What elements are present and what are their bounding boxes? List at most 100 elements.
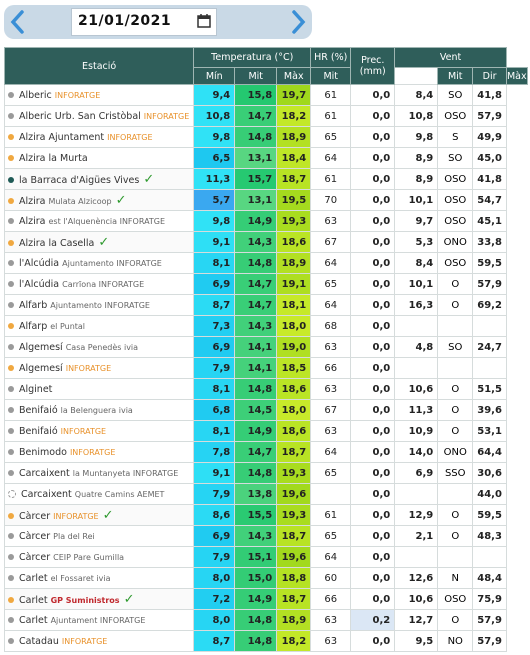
station-cell: Benifaió la Belenguera ivia bbox=[3, 399, 195, 421]
calendar-icon[interactable] bbox=[196, 13, 212, 29]
station-name: Alzira la Murta bbox=[19, 152, 88, 164]
value-cell: 0,0 bbox=[350, 378, 396, 400]
station-row[interactable]: Alfarb Ajuntamento INFORATGE 8,7 14,7 18,1 64… bbox=[3, 294, 528, 316]
value-cell: 59,5 bbox=[472, 504, 507, 526]
value-cell: 41,8 bbox=[472, 84, 507, 106]
station-row[interactable]: Benimodo INFORATGE 7,8 14,7 18,7 64 0,0 14,0 ONO… bbox=[3, 441, 528, 463]
value-cell: O bbox=[437, 273, 474, 295]
station-row[interactable]: Carlet el Fossaret ivia 8,0 15,0 18,8 60 0,0 12… bbox=[3, 567, 528, 589]
station-row[interactable]: Alzira la Murta 6,5 13,1 18,4 64 0,0 8,9 SO 45,0 bbox=[3, 147, 528, 169]
value-cell: 15,7 bbox=[234, 168, 278, 190]
station-name: Carlet bbox=[19, 614, 48, 626]
value-cell: 0,0 bbox=[350, 420, 396, 442]
date-input[interactable]: 21/01/2021 bbox=[71, 8, 217, 36]
station-row[interactable]: Alginet 8,1 14,8 18,6 63 0,0 10,6 O 51,5 bbox=[3, 378, 528, 400]
value-cell: 10,1 bbox=[394, 273, 439, 295]
status-dot bbox=[8, 638, 14, 644]
value-cell: 18,7 bbox=[276, 441, 312, 463]
station-row[interactable]: Càrcer INFORATGE ✓ 8,6 15,5 19,3 61 0,0 12,9 O 59,… bbox=[3, 504, 528, 526]
value-cell: O bbox=[437, 609, 474, 631]
station-row[interactable]: Benifaió INFORATGE 8,1 14,9 18,6 63 0,0 10,9 O 53… bbox=[3, 420, 528, 442]
value-cell: 64 bbox=[310, 546, 352, 568]
station-row[interactable]: la Barraca d'Aigües Vives ✓ 11,3 15,7 18,7 61… bbox=[3, 168, 528, 190]
value-cell: 65 bbox=[310, 462, 352, 484]
value-cell: NO bbox=[437, 630, 474, 652]
value-cell: 0,0 bbox=[350, 294, 396, 316]
station-row[interactable]: Càrcer CEIP Pare Gumilla 7,9 15,1 19,6 64 0,0 bbox=[3, 546, 528, 568]
value-cell: 9,7 bbox=[394, 210, 439, 232]
station-row[interactable]: Benifaió la Belenguera ivia 6,8 14,5 18,0 67 0… bbox=[3, 399, 528, 421]
station-row[interactable]: Catadau INFORATGE 8,7 14,8 18,2 63 0,0 9,5 NO 57,… bbox=[3, 630, 528, 652]
value-cell: 9,1 bbox=[193, 231, 236, 253]
station-row[interactable]: Carcaixent la Muntanyeta INFORATGE 9,1 14,8… bbox=[3, 462, 528, 484]
value-cell bbox=[437, 315, 474, 337]
value-cell: 59,5 bbox=[472, 252, 507, 274]
station-name: Alzira bbox=[19, 195, 46, 207]
station-cell: Benimodo INFORATGE bbox=[3, 441, 195, 463]
value-cell: 63 bbox=[310, 420, 352, 442]
value-cell: 41,8 bbox=[472, 168, 507, 190]
value-cell: 0,0 bbox=[350, 357, 396, 379]
station-cell: Càrcer Pla del Rei bbox=[3, 525, 195, 547]
station-tag: INFORATGE bbox=[53, 511, 99, 521]
value-cell: 65 bbox=[310, 525, 352, 547]
value-cell bbox=[394, 483, 439, 505]
value-cell: O bbox=[437, 378, 474, 400]
value-cell: 18,4 bbox=[276, 147, 312, 169]
station-name: Alfarp bbox=[19, 320, 48, 332]
value-cell: 69,2 bbox=[472, 294, 507, 316]
station-row[interactable]: Algemesí INFORATGE 7,9 14,1 18,5 66 0,0 bbox=[3, 357, 528, 379]
value-cell: 48,3 bbox=[472, 525, 507, 547]
value-cell: 0,0 bbox=[350, 252, 396, 274]
value-cell: 44,0 bbox=[472, 483, 507, 505]
station-name: Carcaixent bbox=[19, 467, 70, 479]
station-row[interactable]: Càrcer Pla del Rei 6,9 14,3 18,7 65 0,0 2,1 O 48,… bbox=[3, 525, 528, 547]
station-row[interactable]: Alzira la Casella ✓ 9,1 14,3 18,6 67 0,0 5,3 ONO… bbox=[3, 231, 528, 253]
station-row[interactable]: Carcaixent Quatre Camins AEMET 7,9 13,8 19,6… bbox=[3, 483, 528, 505]
next-day[interactable] bbox=[290, 9, 308, 35]
station-row[interactable]: Carlet Ajuntament INFORATGE 8,0 14,8 18,9 63 0… bbox=[3, 609, 528, 631]
station-cell: Alberic INFORATGE bbox=[3, 84, 195, 106]
station-tag: Ajuntament INFORATGE bbox=[50, 615, 146, 625]
station-name: la Barraca d'Aigües Vives bbox=[19, 174, 140, 186]
value-cell: 0,0 bbox=[350, 546, 396, 568]
value-cell: 14,3 bbox=[234, 315, 278, 337]
value-cell: 18,1 bbox=[276, 294, 312, 316]
station-row[interactable]: Alberic INFORATGE 9,4 15,8 19,7 61 0,0 8,4 SO 41,… bbox=[3, 84, 528, 106]
station-row[interactable]: Alzira est l'Alquenència INFORATGE 9,8 14,9… bbox=[3, 210, 528, 232]
value-cell: 18,6 bbox=[276, 420, 312, 442]
station-row[interactable]: Carlet GP Suministros ✓ 7,2 14,9 18,7 66 0,0 10,… bbox=[3, 588, 528, 610]
station-tag: Mulata Alzicoop bbox=[48, 196, 112, 206]
value-cell: 8,7 bbox=[193, 294, 236, 316]
station-row[interactable]: Algemesí Casa Penedès ivia 6,9 14,1 19,0 63 0,… bbox=[3, 336, 528, 358]
station-name: Alginet bbox=[19, 383, 53, 395]
station-row[interactable]: Alzira Ajuntament INFORATGE 9,8 14,8 18,9 65 0… bbox=[3, 126, 528, 148]
station-row[interactable]: Alzira Mulata Alzicoop ✓ 5,7 13,1 19,5 70 0,0 10… bbox=[3, 189, 528, 211]
value-cell: 57,9 bbox=[472, 273, 507, 295]
value-cell: 16,3 bbox=[394, 294, 439, 316]
header: Vent bbox=[394, 47, 507, 68]
value-cell: 13,1 bbox=[234, 189, 278, 211]
prev-day[interactable] bbox=[8, 9, 26, 35]
value-cell: 0,0 bbox=[350, 462, 396, 484]
station-cell: l'Alcúdia Carrīona INFORATGE bbox=[3, 273, 195, 295]
station-row[interactable]: l'Alcúdia Ajuntamento INFORATGE 8,1 14,8 18,… bbox=[3, 252, 528, 274]
value-cell: 5,3 bbox=[394, 231, 439, 253]
status-dot bbox=[8, 470, 14, 476]
value-cell: S bbox=[437, 126, 474, 148]
station-row[interactable]: Alberic Urb. San Cristòbal INFORATGE 10,8 1… bbox=[3, 105, 528, 127]
station-cell: Benifaió INFORATGE bbox=[3, 420, 195, 442]
value-cell: 18,8 bbox=[276, 567, 312, 589]
value-cell: 54,7 bbox=[472, 189, 507, 211]
value-cell: 8,6 bbox=[193, 504, 236, 526]
status-dot bbox=[8, 575, 14, 581]
value-cell: 14,8 bbox=[234, 462, 278, 484]
station-row[interactable]: l'Alcúdia Carrīona INFORATGE 6,9 14,7 19,1 65… bbox=[3, 273, 528, 295]
value-cell: 2,1 bbox=[394, 525, 439, 547]
value-cell: 64 bbox=[310, 147, 352, 169]
value-cell: 14,8 bbox=[234, 630, 278, 652]
station-row[interactable]: Alfarp el Puntal 7,3 14,3 18,0 68 0,0 bbox=[3, 315, 528, 337]
status-dot bbox=[8, 302, 14, 308]
station-name: Alzira Ajuntament bbox=[19, 131, 105, 143]
value-cell: 64 bbox=[310, 294, 352, 316]
